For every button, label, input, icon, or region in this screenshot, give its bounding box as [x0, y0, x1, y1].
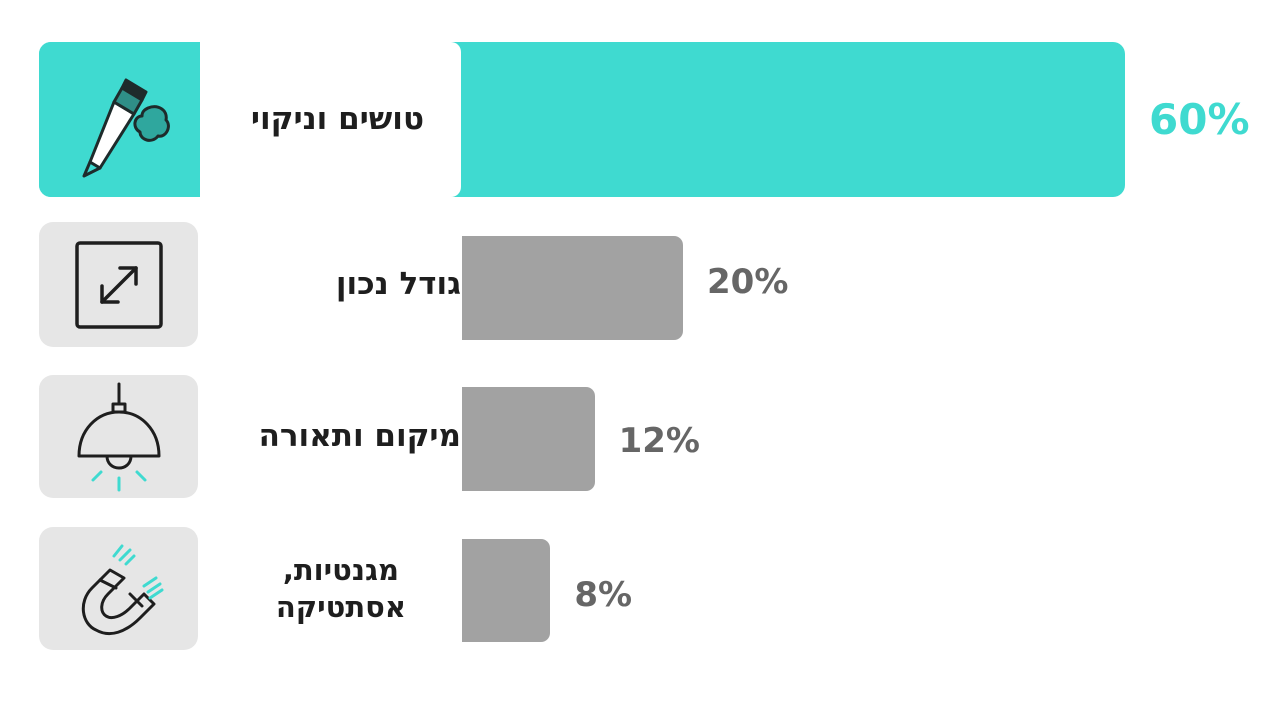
- category-label: מיקום ותאורה: [258, 418, 461, 455]
- bar-row: גודל נכון 20%: [0, 222, 1279, 347]
- bar: [462, 236, 683, 340]
- category-label: טושים וניקוי: [250, 101, 424, 138]
- resize-arrows-icon: [74, 240, 163, 329]
- magnet-icon: [81, 544, 163, 635]
- bar-row: מיקום ותאורה 12%: [0, 375, 1279, 498]
- icon-tile: [39, 527, 198, 650]
- category-label: מגנטיות, אסתטיקה: [275, 553, 406, 624]
- value-label: 20%: [707, 261, 789, 302]
- bar: [462, 539, 551, 642]
- value-label: 12%: [618, 420, 700, 461]
- icon-tile: [39, 42, 200, 197]
- marker-and-eraser-icon: [82, 78, 170, 177]
- category-label: גודל נכון: [335, 266, 461, 303]
- pendant-lamp-icon: [77, 382, 160, 491]
- icon-tile: [39, 375, 198, 498]
- highlight-label-card: [200, 42, 461, 197]
- icon-tile: [39, 222, 198, 347]
- bar: [462, 387, 595, 491]
- value-label: 8%: [574, 574, 633, 615]
- value-label: 60%: [1149, 95, 1250, 144]
- bar-row: טושים וניקוי 60%: [0, 42, 1279, 197]
- bar-row: מגנטיות, אסתטיקה 8%: [0, 527, 1279, 650]
